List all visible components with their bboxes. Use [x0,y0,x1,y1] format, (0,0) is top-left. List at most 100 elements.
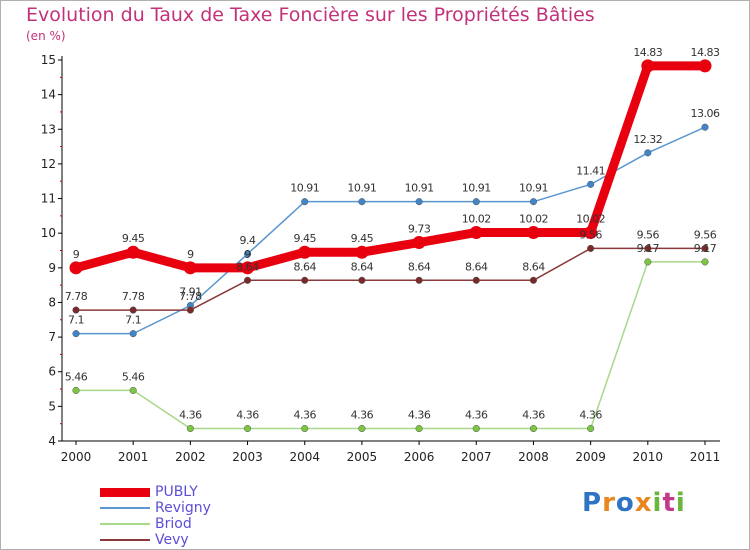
y-tick-label: 12 [41,157,56,171]
data-label-briod: 5.46 [65,370,88,383]
legend-label: Vevy [155,532,189,548]
data-label-publy: 10.02 [462,212,491,225]
y-tick-label: 13 [41,122,56,136]
data-label-briod: 4.36 [351,409,374,422]
data-point-publy [355,245,369,259]
y-tick-label: 7 [48,330,56,344]
data-label-publy: 9.73 [408,223,431,236]
data-label-vevy: 8.64 [408,260,431,273]
legend-item-publy: PUBLY [100,484,300,501]
data-point-vevy [243,276,252,284]
data-label-publy: 14.83 [691,46,720,59]
data-label-revigny: 7.1 [125,314,141,327]
data-label-briod: 4.36 [179,409,202,422]
data-label-briod: 9.17 [694,242,717,255]
data-point-briod [701,258,709,266]
data-label-vevy: 7.78 [122,290,145,303]
legend-label: PUBLY [155,484,198,500]
legend-swatch [100,507,150,509]
x-tick-label: 2002 [175,450,206,464]
y-tick-label: 6 [48,365,56,379]
logo-letter: i [652,488,663,518]
data-label-vevy: 8.64 [522,260,545,273]
data-point-revigny [358,198,366,206]
legend-item-briod: Briod [100,516,300,533]
data-label-vevy: 9.56 [579,228,602,241]
data-label-publy: 9 [244,248,251,261]
x-tick-label: 2005 [347,450,378,464]
chart-subtitle: (en %) [26,29,66,43]
data-label-publy: 9.45 [122,232,145,245]
y-tick-label: 9 [48,261,56,275]
series-line-briod [75,261,706,430]
data-point-publy [69,261,83,275]
data-point-briod [358,424,366,433]
data-label-vevy: 8.64 [236,260,259,273]
data-label-publy: 9 [73,248,80,261]
data-point-vevy [644,244,652,252]
series-line-revigny [75,126,706,335]
x-tick-label: 2006 [404,450,435,464]
x-tick-label: 2003 [232,450,263,464]
data-label-revigny: 10.91 [462,182,491,195]
data-label-briod: 4.36 [579,409,602,422]
data-point-briod [644,258,652,266]
data-label-vevy: 9.56 [637,228,660,241]
data-label-briod: 4.36 [408,409,431,422]
logo-letter: P [582,488,603,518]
x-tick-label: 2000 [61,450,92,464]
data-point-revigny [129,330,137,338]
data-point-briod [243,424,252,433]
logo-letter: i [675,488,686,518]
data-point-vevy [529,276,538,284]
proxiti-logo: Proxiti [582,488,686,518]
data-label-revigny: 7.1 [68,314,84,327]
y-tick-label: 15 [41,53,56,67]
legend-swatch [100,539,150,541]
x-tick-label: 2010 [633,450,664,464]
data-point-briod [587,424,595,433]
data-label-briod: 4.36 [522,409,545,422]
data-label-revigny: 10.91 [405,182,434,195]
data-point-publy [584,225,598,239]
series-line-publy [71,61,710,273]
x-tick-label: 2004 [289,450,320,464]
data-label-vevy: 9.56 [694,228,717,241]
data-label-revigny: 9.4 [240,234,256,247]
data-point-vevy [415,276,423,284]
y-tick-label: 10 [41,226,56,240]
data-point-publy [241,261,255,275]
data-label-revigny: 12.32 [633,133,662,146]
data-point-revigny [415,198,423,206]
data-label-publy: 9.45 [293,232,316,245]
data-label-briod: 5.46 [122,370,145,383]
data-label-revigny: 10.91 [290,182,319,195]
chart-title: Evolution du Taux de Taxe Foncière sur l… [26,4,595,26]
data-point-revigny [701,123,709,131]
data-point-vevy [587,244,595,252]
x-tick-label: 2007 [461,450,492,464]
chart-legend: PUBLY Revigny Briod Vevy [100,484,300,549]
data-point-revigny [72,330,80,338]
data-label-revigny: 10.91 [519,182,548,195]
data-point-revigny [472,198,480,206]
data-point-publy [298,245,312,259]
logo-letter: x [634,488,653,518]
data-point-revigny [529,198,538,206]
data-label-publy: 14.83 [633,46,662,59]
y-tick-label: 5 [48,399,56,413]
data-label-publy: 10.02 [519,212,548,225]
data-point-briod [72,386,80,394]
data-point-briod [472,424,480,433]
data-label-vevy: 7.78 [179,290,202,303]
data-point-vevy [358,276,366,284]
data-label-vevy: 8.64 [351,260,374,273]
logo-letter: t [662,488,676,518]
data-label-publy: 10.02 [576,212,605,225]
legend-label: Revigny [155,500,211,516]
data-point-publy [126,245,140,259]
data-point-publy [698,59,712,73]
data-point-briod [129,386,137,394]
